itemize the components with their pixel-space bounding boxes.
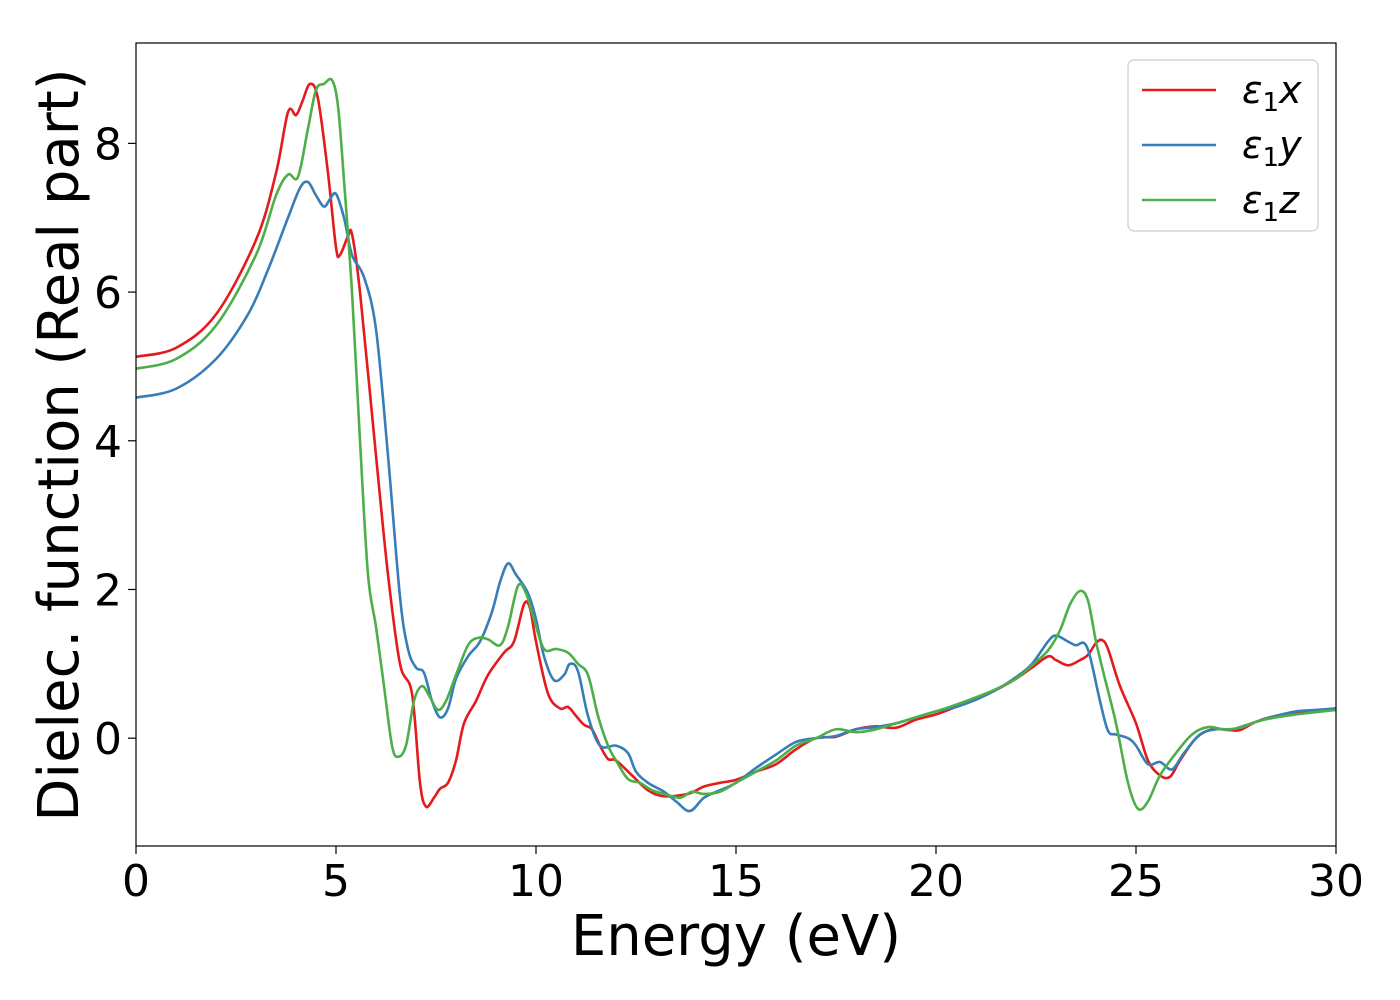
y-tick-label: 4 xyxy=(94,417,122,468)
x-tick-label: 30 xyxy=(1308,856,1364,907)
x-axis: 0 5 10 15 20 25 30 xyxy=(122,846,1364,907)
x-tick-label: 15 xyxy=(708,856,764,907)
y-axis-title: Dielec. function (Real part) xyxy=(27,68,92,821)
y-tick-label: 2 xyxy=(94,565,122,616)
y-tick-label: 0 xyxy=(94,714,122,765)
y-tick-label: 8 xyxy=(94,119,122,170)
legend-box xyxy=(1127,59,1319,232)
y-axis: 0 2 4 6 8 xyxy=(94,119,136,765)
x-tick-label: 10 xyxy=(508,856,564,907)
series-line-y xyxy=(136,180,1336,813)
legend-label-x: ε1x xyxy=(1242,68,1302,118)
legend-label-z: ε1z xyxy=(1242,178,1300,228)
x-tick-label: 20 xyxy=(908,856,964,907)
x-tick-label: 5 xyxy=(322,856,350,907)
x-tick-label: 25 xyxy=(1108,856,1164,907)
x-axis-title: Energy (eV) xyxy=(571,904,901,969)
plot-area xyxy=(136,77,1336,813)
legend-label-y: ε1y xyxy=(1242,123,1302,173)
y-tick-label: 6 xyxy=(94,268,122,319)
x-tick-label: 0 xyxy=(122,856,150,907)
series-line-z xyxy=(136,77,1336,812)
series-line-x xyxy=(136,82,1336,809)
